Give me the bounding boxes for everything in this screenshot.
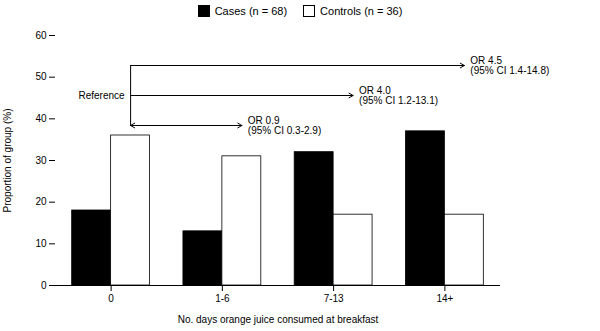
- svg-text:30: 30: [35, 155, 47, 166]
- svg-text:Proportion of group (%): Proportion of group (%): [2, 109, 13, 213]
- svg-text:60: 60: [35, 30, 47, 41]
- svg-text:50: 50: [35, 71, 47, 82]
- svg-text:OR 4.0(95% CI 1.2-13.1): OR 4.0(95% CI 1.2-13.1): [359, 85, 438, 106]
- svg-text:7-13: 7-13: [324, 293, 344, 304]
- svg-text:10: 10: [35, 238, 47, 249]
- svg-text:Reference: Reference: [78, 90, 125, 101]
- svg-text:0: 0: [41, 280, 47, 291]
- svg-text:OR 4.5(95% CI 1.4-14.8): OR 4.5(95% CI 1.4-14.8): [470, 55, 549, 76]
- svg-text:0: 0: [108, 293, 114, 304]
- svg-text:40: 40: [35, 113, 47, 124]
- svg-text:OR 0.9(95% CI 0.3-2.9): OR 0.9(95% CI 0.3-2.9): [248, 115, 321, 136]
- svg-text:20: 20: [35, 196, 47, 207]
- svg-text:1-6: 1-6: [215, 293, 230, 304]
- svg-text:14+: 14+: [436, 293, 453, 304]
- html-text:Cases (n = 68): Cases (n = 68): [214, 5, 288, 17]
- html-text:Controls (n = 36): Controls (n = 36): [320, 5, 403, 17]
- svg-text:No. days orange juice consumed: No. days orange juice consumed at breakf…: [178, 314, 379, 325]
